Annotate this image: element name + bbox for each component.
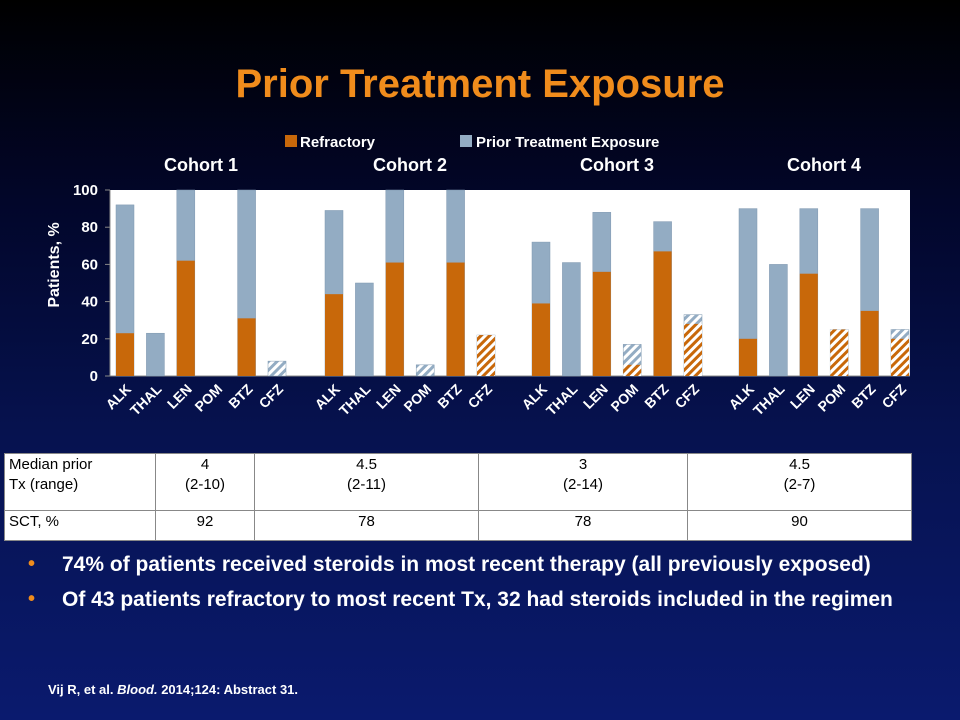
bullet-item: • 74% of patients received steroids in mo… bbox=[26, 552, 956, 577]
bar-refractory bbox=[477, 335, 495, 376]
median-value: 4.5 bbox=[356, 456, 377, 473]
bar-chart: Refractory Prior Treatment Exposure 0 20 40… bbox=[46, 134, 910, 418]
category-label: LEN bbox=[164, 381, 195, 412]
median-value: 3 bbox=[578, 456, 588, 473]
table-row-sct: SCT, % 92 78 78 90 bbox=[4, 509, 912, 542]
category-label: BTZ bbox=[848, 380, 879, 411]
cohort-label: Cohort 3 bbox=[580, 155, 654, 175]
bar-refractory bbox=[116, 333, 134, 376]
bullet-icon: • bbox=[28, 553, 36, 575]
bar-refractory bbox=[385, 262, 404, 376]
bar-refractory bbox=[739, 338, 757, 376]
bar-refractory bbox=[623, 364, 642, 376]
y-tick-label: 60 bbox=[81, 256, 98, 273]
table-cell: 4.5 (2-11) bbox=[254, 453, 479, 511]
bar-refractory bbox=[830, 329, 849, 376]
table-row-median: Median prior Tx (range) 4 (2-10) 4.5 (2-… bbox=[4, 453, 912, 511]
cohort-labels: Cohort 1 Cohort 2 Cohort 3 Cohort 4 bbox=[164, 155, 861, 175]
y-tick-label: 20 bbox=[81, 331, 98, 348]
category-label: LEN bbox=[787, 381, 818, 412]
bar-prior-exposure bbox=[355, 282, 374, 377]
category-label: THAL bbox=[127, 380, 165, 418]
legend: Refractory Prior Treatment Exposure bbox=[285, 134, 659, 151]
y-axis-title: Patients, % bbox=[46, 222, 63, 307]
table-cell: 4.5 (2-7) bbox=[687, 453, 912, 511]
citation-authors: Vij R, et al. bbox=[48, 682, 114, 697]
category-label: CFZ bbox=[672, 380, 703, 411]
range-value: (2-10) bbox=[184, 476, 225, 493]
table-cell: 4 (2-10) bbox=[155, 453, 255, 511]
table-cell: 90 bbox=[687, 509, 912, 542]
category-label: LEN bbox=[580, 381, 611, 412]
treatment-table: Median prior Tx (range) 4 (2-10) 4.5 (2-… bbox=[4, 453, 912, 542]
category-label: POM bbox=[400, 381, 434, 415]
y-tick-label: 40 bbox=[81, 294, 98, 311]
table-cell: 92 bbox=[155, 509, 255, 542]
legend-label: Prior Treatment Exposure bbox=[476, 134, 659, 151]
table-cell: 78 bbox=[254, 509, 479, 542]
bullet-list: • 74% of patients received steroids in mo… bbox=[26, 552, 956, 622]
cohort-label: Cohort 4 bbox=[787, 155, 861, 175]
category-label: BTZ bbox=[225, 380, 256, 411]
bar-prior-exposure bbox=[415, 364, 435, 377]
legend-label: Refractory bbox=[300, 134, 376, 151]
citation-rest: 2014;124: Abstract 31. bbox=[161, 682, 299, 697]
table-cell: 3 (2-14) bbox=[478, 453, 688, 511]
bar-prior-exposure bbox=[562, 262, 581, 377]
bar-refractory bbox=[891, 338, 909, 376]
y-tick-label: 100 bbox=[73, 182, 98, 199]
category-label: CFZ bbox=[879, 380, 910, 411]
category-label: CFZ bbox=[256, 380, 287, 411]
plot-area bbox=[110, 190, 910, 376]
bar-prior-exposure bbox=[769, 264, 788, 377]
category-label: LEN bbox=[373, 381, 404, 412]
cohort-label: Cohort 2 bbox=[373, 155, 447, 175]
median-value: 4 bbox=[200, 456, 210, 473]
category-label: POM bbox=[191, 381, 225, 415]
citation-journal: Blood. bbox=[117, 682, 158, 697]
bar-prior-exposure bbox=[146, 332, 165, 377]
range-value: (2-14) bbox=[562, 476, 603, 493]
category-label: THAL bbox=[750, 380, 788, 418]
bars bbox=[115, 189, 910, 377]
bar-refractory bbox=[653, 251, 672, 376]
bar-refractory bbox=[446, 262, 465, 376]
median-header-line1: Median prior bbox=[9, 456, 93, 473]
bar-prior-exposure bbox=[267, 360, 287, 377]
median-value: 4.5 bbox=[789, 456, 810, 473]
range-value: (2-11) bbox=[347, 476, 386, 493]
category-label: CFZ bbox=[465, 380, 496, 411]
legend-swatch bbox=[285, 135, 297, 147]
category-label: POM bbox=[607, 381, 641, 415]
bar-refractory bbox=[325, 294, 343, 376]
category-label: THAL bbox=[543, 380, 581, 418]
bar-refractory bbox=[237, 318, 256, 376]
bar-refractory bbox=[532, 303, 550, 376]
cohort-label: Cohort 1 bbox=[164, 155, 238, 175]
bar-refractory bbox=[592, 271, 611, 376]
bar-refractory bbox=[176, 260, 195, 376]
table-cell: 78 bbox=[478, 509, 688, 542]
bar-refractory bbox=[684, 323, 702, 376]
legend-swatch bbox=[460, 135, 472, 147]
bullet-item: • Of 43 patients refractory to most recen… bbox=[26, 587, 956, 612]
median-header-line2: Tx (range) bbox=[9, 476, 79, 493]
bar-refractory bbox=[799, 273, 818, 376]
category-label: THAL bbox=[336, 380, 374, 418]
slide-title: Prior Treatment Exposure bbox=[235, 62, 725, 106]
bullet-text: Of 43 patients refractory to most recent… bbox=[62, 588, 893, 611]
bar-refractory bbox=[860, 310, 879, 376]
y-tick-label: 0 bbox=[90, 368, 98, 385]
citation: Vij R, et al. Blood. 2014;124: Abstract … bbox=[48, 682, 298, 697]
range-value: (2-7) bbox=[783, 476, 816, 493]
category-label: BTZ bbox=[641, 380, 672, 411]
category-label: BTZ bbox=[434, 380, 465, 411]
category-label: POM bbox=[814, 381, 848, 415]
table-header-sct: SCT, % bbox=[4, 509, 156, 542]
table-header-median: Median prior Tx (range) bbox=[4, 453, 156, 511]
bullet-icon: • bbox=[28, 588, 36, 610]
y-tick-label: 80 bbox=[81, 219, 98, 236]
bullet-text: 74% of patients received steroids in mos… bbox=[62, 553, 871, 576]
